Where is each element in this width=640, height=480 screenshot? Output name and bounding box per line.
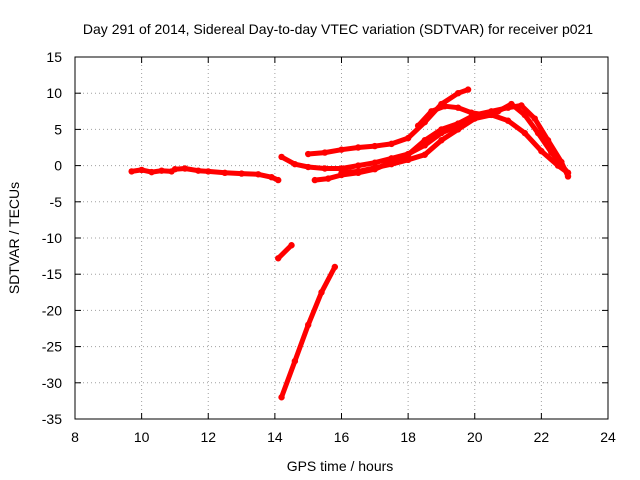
data-point [278,394,285,401]
data-point [531,115,538,122]
data-point [518,102,525,109]
x-tick-label: 18 [400,429,416,445]
data-point [371,142,379,150]
data-point [388,160,395,168]
y-tick-label: -10 [42,230,62,246]
y-tick-label: -30 [42,375,62,391]
data-point [311,176,319,184]
data-point [454,104,462,111]
data-point [438,126,445,133]
data-point [454,120,462,127]
ticks: 8 10 12 14 16 18 20 22 24 15 10 5 0 -5 -10 -15 -20 -25 -30… [42,49,616,445]
data-point [148,168,155,176]
data-point [304,150,312,158]
data-point [304,163,312,171]
data-point [548,149,555,156]
x-tick-label: 20 [467,429,483,445]
data-point [454,126,462,133]
data-point [428,108,435,115]
data-point [521,129,528,137]
data-point [468,109,475,116]
data-point [354,162,362,169]
data-point [255,171,262,178]
x-tick-label: 24 [600,429,616,445]
data-point [508,100,515,108]
data-point [494,108,502,115]
data-point [331,263,339,271]
data-point [421,151,428,158]
series-arc-6 [305,87,471,157]
data-point [324,175,332,182]
x-tick-label: 16 [334,429,350,445]
data-point [538,147,545,155]
data-point [275,176,282,184]
data-point [354,168,362,175]
data-point [158,167,165,174]
data-point [438,137,445,144]
data-point [221,169,229,177]
data-point [521,111,528,119]
data-point [275,255,282,262]
data-point [371,164,379,171]
data-point [171,166,179,173]
data-point [404,151,412,158]
data-point [454,90,462,97]
y-tick-label: -35 [42,411,62,427]
data-point [564,169,572,177]
y-tick-label: 0 [54,158,62,174]
data-point [338,169,345,177]
y-tick-label: -15 [42,266,62,282]
data-point [318,289,325,296]
series-layer [128,86,572,401]
data-point [268,173,275,181]
data-point [321,165,329,172]
y-tick-label: 10 [46,85,62,101]
data-point [404,134,412,142]
data-point [464,86,472,93]
series-arc-5 [279,113,478,171]
data-point [205,168,212,175]
data-point [354,144,362,151]
y-tick-label: -5 [50,194,63,210]
data-point [481,111,488,119]
data-point [534,129,542,137]
data-point [304,321,312,329]
data-point [504,117,512,124]
y-tick-label: -25 [42,339,62,355]
x-tick-label: 8 [71,429,79,445]
data-point [471,115,478,122]
y-tick-label: 5 [54,121,62,137]
data-point [414,122,422,129]
data-point [181,165,189,172]
x-tick-label: 14 [267,429,283,445]
data-point [338,146,345,153]
data-point [321,149,329,156]
data-point [404,156,412,164]
data-point [288,242,295,249]
data-point [291,160,299,168]
series-arc-4 [279,264,338,400]
data-point [238,170,245,177]
grid [75,57,608,419]
data-point [371,159,379,166]
y-axis-label: SDTVAR / TECUs [6,182,22,294]
x-tick-label: 10 [134,429,150,445]
data-point [278,153,285,161]
x-tick-label: 12 [200,429,216,445]
chart-title: Day 291 of 2014, Sidereal Day-to-day VTE… [83,21,593,37]
data-point [128,168,135,175]
data-point [421,137,428,144]
data-point [388,140,395,148]
x-tick-label: 22 [534,429,550,445]
data-point [195,167,202,174]
y-tick-label: 15 [46,49,62,65]
data-point [441,103,448,110]
x-axis-label: GPS time / hours [287,458,394,474]
y-tick-label: -20 [42,302,62,318]
data-point [138,166,145,174]
data-point [291,357,299,365]
